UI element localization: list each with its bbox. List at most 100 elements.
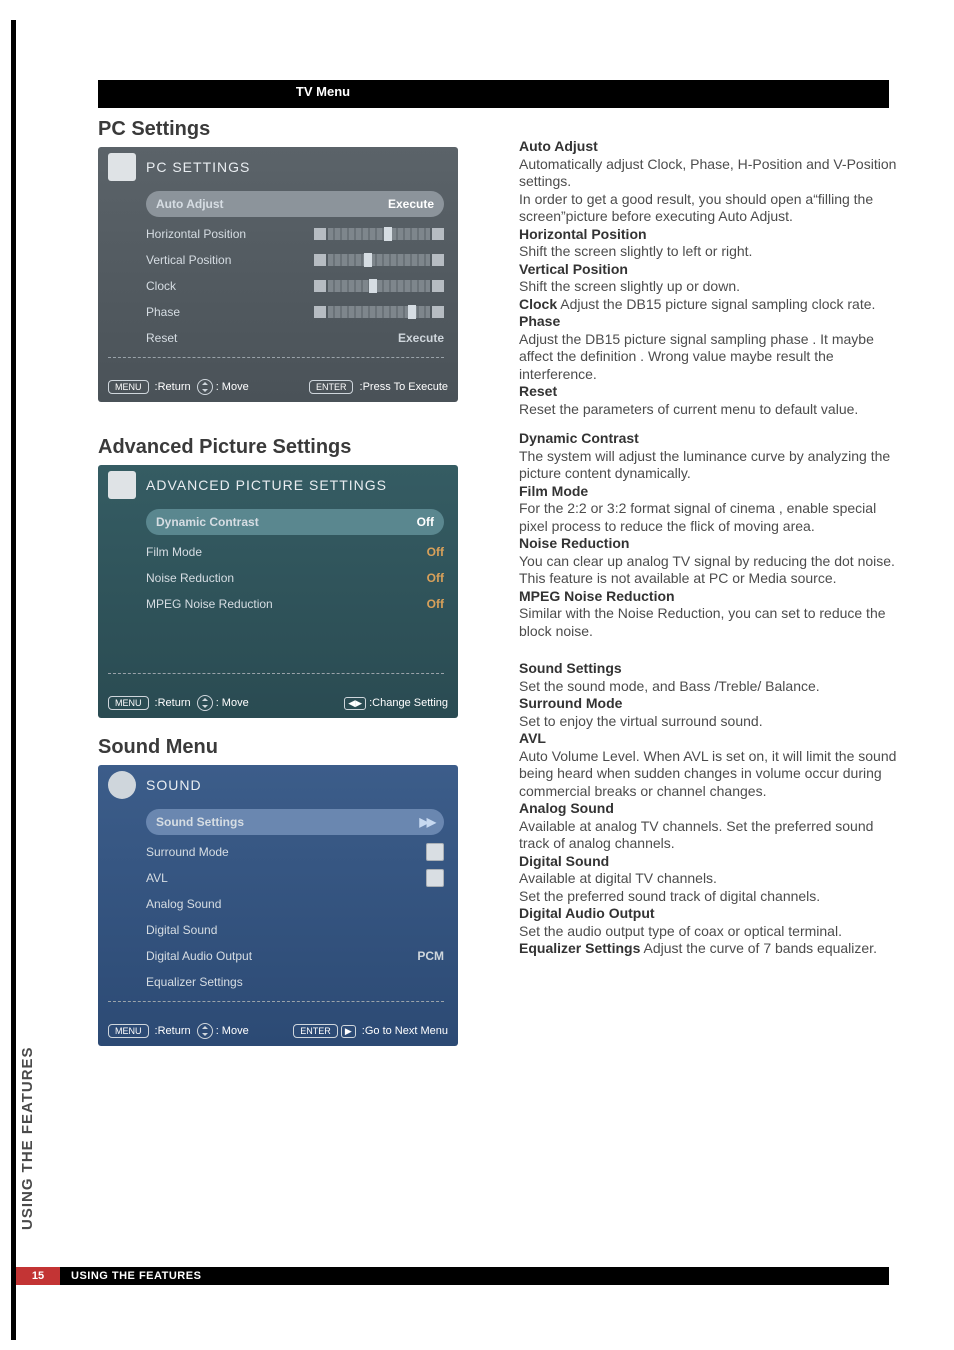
chapter-tab-title: TV Menu [198,80,448,104]
menu-item-clock[interactable]: Clock [146,273,444,299]
value: Off [427,597,444,611]
divider [108,673,444,674]
menu-item-noise-reduction[interactable]: Noise Reduction Off [146,565,444,591]
clock-slider[interactable] [314,279,444,293]
tx-ss: Set the sound mode, and Bass /Treble/ Ba… [519,678,899,696]
label: Digital Audio Output [146,949,252,963]
hd-clock: Clock [519,296,557,312]
tx-as: Available at analog TV channels. Set the… [519,818,899,853]
page-number: 15 [16,1267,60,1285]
label: Clock [146,279,176,293]
label: Digital Sound [146,923,217,937]
header-underline [98,104,889,108]
hd-hpos: Horizontal Position [519,226,647,242]
menu-item-digital-audio-output[interactable]: Digital Audio Output PCM [146,943,444,969]
right-arrow-icon: ▶ [341,1025,356,1038]
footer-left: MENU :Return : Move [108,379,249,395]
aps-heading: Advanced Picture Settings [98,436,468,459]
menu-item-equalizer[interactable]: Equalizer Settings [146,969,444,995]
value: Off [427,571,444,585]
footer-right: ◀▶:Change Setting [344,697,448,710]
label: MPEG Noise Reduction [146,597,273,611]
tx-eq: Adjust the curve of 7 bands equalizer. [640,940,877,956]
footer-left: MENU :Return : Move [108,695,249,711]
menu-item-avl[interactable]: AVL [146,865,444,891]
avl-checkbox[interactable] [426,869,444,887]
tx-dc: The system will adjust the luminance cur… [519,448,899,483]
hd-sm: Surround Mode [519,695,622,711]
osd-title: SOUND [146,777,202,793]
phase-slider[interactable] [314,305,444,319]
tx-reset: Reset the parameters of current menu to … [519,401,899,419]
updown-icon [197,379,213,395]
chapter-tab-bar: TV Menu [98,80,889,104]
divider [108,357,444,358]
hd-vpos: Vertical Position [519,261,628,277]
tx-dao: Set the audio output type of coax or opt… [519,923,899,941]
vpos-slider[interactable] [314,253,444,267]
menu-item-reset[interactable]: Reset Execute [146,325,444,351]
tx-phase: Adjust the DB15 picture signal sampling … [519,331,899,384]
menu-key-icon: MENU [108,380,149,394]
enter-key-icon: ENTER [293,1024,338,1038]
tx-vpos: Shift the screen slightly up or down. [519,278,899,296]
pc-settings-heading: PC Settings [98,118,468,141]
picture-icon [108,471,136,499]
hd-dc: Dynamic Contrast [519,430,639,446]
footer-right: ENTER▶ :Go to Next Menu [293,1024,448,1038]
osd-pc-settings: PC SETTINGS Auto Adjust Execute Horizont… [98,147,458,402]
menu-item-hpos[interactable]: Horizontal Position [146,221,444,247]
page-footer-strip: 15 USING THE FEATURES [16,1267,889,1285]
tx-clock: Adjust the DB15 picture signal sampling … [557,296,875,312]
menu-item-vpos[interactable]: Vertical Position [146,247,444,273]
tx-ds: Available at digital TV channels. Set th… [519,870,899,905]
label: Vertical Position [146,253,231,267]
value: Off [427,545,444,559]
vertical-rule [11,20,16,1340]
page-section-name: USING THE FEATURES [71,1267,201,1285]
value: PCM [417,949,444,963]
tx-autoadjust: Automatically adjust Clock, Phase, H-Pos… [519,156,899,226]
updown-icon [197,1023,213,1039]
menu-item-surround[interactable]: Surround Mode [146,839,444,865]
footer-left: MENU :Return : Move [108,1023,249,1039]
enter-key-icon: ENTER [309,380,354,394]
hd-autoadjust: Auto Adjust [519,138,598,154]
surround-checkbox[interactable] [426,843,444,861]
menu-item-dynamic-contrast[interactable]: Dynamic Contrast Off [146,509,444,535]
osd-title: ADVANCED PICTURE SETTINGS [146,477,387,493]
hd-eq: Equalizer Settings [519,940,640,956]
label: Surround Mode [146,845,229,859]
menu-item-film-mode[interactable]: Film Mode Off [146,539,444,565]
value: Execute [388,197,434,211]
menu-item-analog-sound[interactable]: Analog Sound [146,891,444,917]
tx-sm: Set to enjoy the virtual surround sound. [519,713,899,731]
menu-item-phase[interactable]: Phase [146,299,444,325]
menu-item-digital-sound[interactable]: Digital Sound [146,917,444,943]
osd-sound: SOUND Sound Settings ▶▶ Surround Mode AV… [98,765,458,1046]
menu-key-icon: MENU [108,1024,149,1038]
label: Auto Adjust [156,197,224,211]
sound-heading: Sound Menu [98,736,468,759]
hd-ss: Sound Settings [519,660,622,676]
value: Off [417,515,434,529]
osd-advanced-picture: ADVANCED PICTURE SETTINGS Dynamic Contra… [98,465,458,718]
label: Reset [146,331,177,345]
label: Film Mode [146,545,202,559]
hd-reset: Reset [519,383,557,399]
divider [108,1001,444,1002]
label: Analog Sound [146,897,221,911]
hd-phase: Phase [519,313,560,329]
menu-item-auto-adjust[interactable]: Auto Adjust Execute [146,191,444,217]
label: AVL [146,871,168,885]
osd-title: PC SETTINGS [146,159,250,175]
menu-item-sound-settings[interactable]: Sound Settings ▶▶ [146,809,444,835]
label: Horizontal Position [146,227,246,241]
speaker-icon [108,771,136,799]
menu-item-mpeg-nr[interactable]: MPEG Noise Reduction Off [146,591,444,617]
leftright-icon: ◀▶ [344,697,366,710]
hd-avl: AVL [519,730,546,746]
tx-hpos: Shift the screen slightly to left or rig… [519,243,899,261]
hpos-slider[interactable] [314,227,444,241]
tx-avl: Auto Volume Level. When AVL is set on, i… [519,748,899,801]
